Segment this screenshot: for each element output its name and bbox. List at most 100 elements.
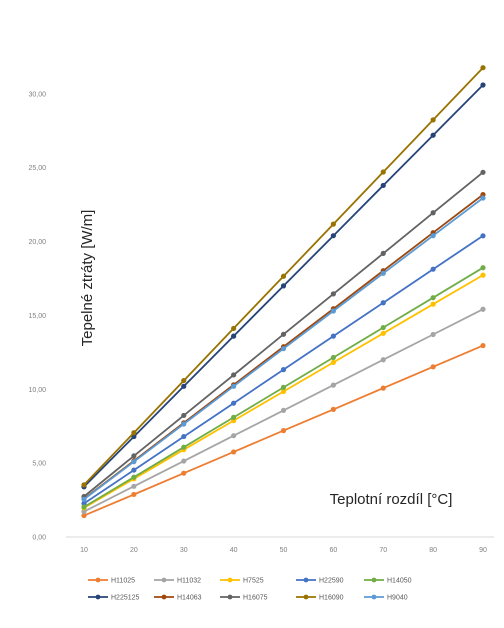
- data-point: [480, 306, 486, 312]
- series-h22590: [81, 233, 486, 507]
- data-point: [81, 496, 87, 502]
- legend-label: H14050: [387, 578, 412, 585]
- legend-swatch-marker: [161, 577, 167, 583]
- legend-swatch-marker: [95, 594, 101, 600]
- data-point: [430, 117, 436, 123]
- y-axis-ticks: 0,00 5,00 10,00 15,00 20,00 25,00 30,00: [28, 91, 46, 541]
- data-point: [181, 383, 187, 389]
- legend-item: H16090: [296, 595, 344, 602]
- data-point: [430, 364, 436, 370]
- data-point: [280, 428, 287, 434]
- x-tick-label: 40: [230, 547, 238, 554]
- legend-swatch-marker: [95, 577, 101, 583]
- legend-swatch-marker: [227, 577, 233, 583]
- data-point: [231, 325, 237, 332]
- y-tick-label: 15,00: [28, 313, 46, 320]
- y-tick-label: 25,00: [28, 165, 46, 172]
- x-tick-label: 70: [379, 547, 387, 554]
- data-point: [231, 449, 237, 455]
- data-point: [380, 300, 386, 306]
- series-h16075: [81, 169, 486, 500]
- data-point: [430, 266, 436, 272]
- data-point: [480, 272, 486, 278]
- data-point: [181, 377, 187, 384]
- data-point: [480, 195, 486, 201]
- data-point: [330, 233, 336, 239]
- legend-swatch-marker: [303, 594, 309, 600]
- series-h225125: [81, 82, 486, 490]
- data-point: [131, 459, 137, 465]
- data-point: [81, 504, 87, 510]
- data-point: [280, 283, 287, 289]
- legend-item: H225125: [88, 595, 140, 602]
- data-point: [280, 388, 287, 395]
- data-point: [380, 324, 386, 331]
- data-point: [181, 444, 187, 450]
- legend-swatch-marker: [161, 594, 167, 600]
- data-point: [330, 291, 336, 297]
- data-point: [181, 412, 187, 419]
- data-point: [480, 65, 486, 71]
- legend-label: H16090: [319, 595, 344, 602]
- legend-label: H9040: [387, 595, 408, 602]
- legend-label: H225125: [111, 595, 140, 602]
- x-tick-label: 60: [329, 547, 337, 554]
- data-point: [131, 467, 137, 473]
- x-tick-label: 80: [429, 547, 437, 554]
- x-axis-ticks: 10 20 30 40 50 60 70 80 90: [80, 547, 487, 554]
- series-h11025: [81, 342, 486, 519]
- x-tick-label: 90: [479, 547, 487, 554]
- legend-item: H9040: [364, 595, 408, 602]
- legend-swatch-marker: [371, 594, 377, 600]
- data-point: [81, 482, 87, 488]
- data-point: [330, 382, 336, 388]
- data-point: [380, 182, 386, 189]
- data-point: [380, 250, 386, 256]
- data-point: [480, 342, 486, 349]
- legend-swatch-marker: [303, 577, 309, 583]
- data-point: [181, 433, 187, 440]
- x-axis-title: Teplotní rozdíl [°C]: [330, 491, 453, 508]
- data-point: [231, 333, 237, 339]
- series-h16090: [81, 65, 486, 488]
- data-point: [280, 273, 287, 279]
- legend-item: H7525: [220, 578, 264, 585]
- legend-label: H7525: [243, 578, 264, 585]
- data-point: [330, 333, 336, 339]
- series-h11032: [81, 306, 486, 515]
- legend-swatch-marker: [371, 577, 377, 583]
- data-point: [280, 367, 287, 373]
- data-point: [231, 433, 237, 439]
- legend-item: H16075: [220, 595, 268, 602]
- data-point: [330, 308, 336, 314]
- data-point: [181, 458, 187, 464]
- data-point: [430, 301, 436, 307]
- legend-item: H14050: [364, 578, 412, 585]
- data-point: [181, 421, 187, 427]
- data-point: [430, 132, 436, 138]
- data-point: [131, 483, 137, 489]
- x-tick-label: 50: [280, 547, 288, 554]
- legend-item: H22590: [296, 578, 344, 585]
- x-tick-label: 30: [180, 547, 188, 554]
- data-point: [131, 430, 137, 436]
- data-point: [231, 414, 237, 420]
- legend-label: H14063: [177, 595, 202, 602]
- data-point: [330, 359, 336, 366]
- data-point: [131, 474, 137, 480]
- data-point: [480, 82, 486, 88]
- legend-label: H11025: [111, 578, 135, 585]
- x-tick-label: 20: [130, 547, 138, 554]
- data-point: [81, 512, 87, 519]
- legend-label: H22590: [319, 578, 344, 585]
- data-point: [330, 221, 336, 227]
- legend-label: H11032: [177, 578, 201, 585]
- legend-item: H11025: [88, 578, 135, 585]
- series-h14050: [81, 265, 486, 510]
- data-point: [181, 470, 187, 476]
- y-tick-label: 0,00: [32, 535, 46, 542]
- data-point: [430, 210, 436, 216]
- data-point: [430, 233, 436, 239]
- data-point: [231, 383, 237, 389]
